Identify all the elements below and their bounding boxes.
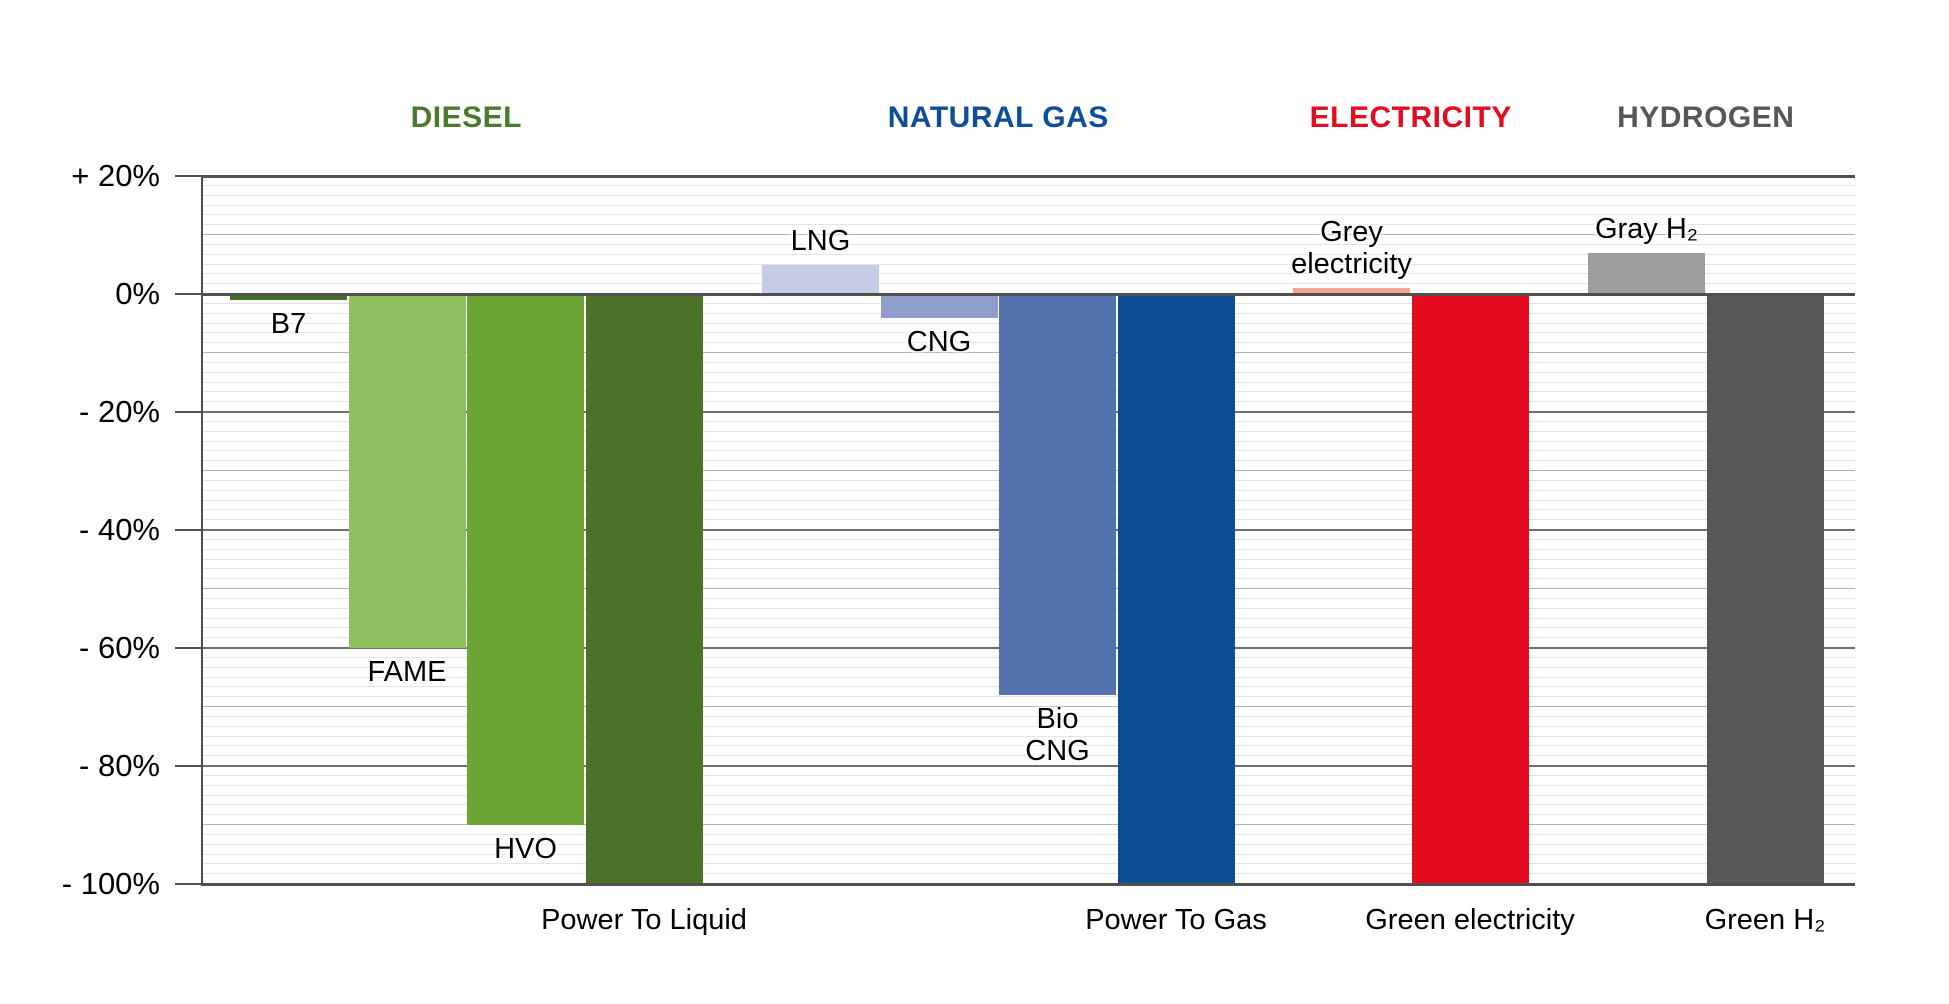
- gridline: [202, 735, 1855, 737]
- gridline: [202, 725, 1855, 727]
- gridline-major: [202, 293, 1855, 296]
- bar-label-hvo: HVO: [494, 833, 557, 865]
- y-tick-label: - 40%: [79, 512, 160, 547]
- y-tick-label: - 60%: [79, 630, 160, 665]
- gridline: [202, 283, 1855, 285]
- bar-label-bio-cng: Bio CNG: [1025, 703, 1090, 768]
- gridline: [202, 853, 1855, 855]
- bar-label-power-to-gas: Power To Gas: [1085, 904, 1267, 936]
- y-axis-tick: [175, 647, 202, 649]
- gridline: [202, 243, 1855, 245]
- bar-power-to-gas: [1117, 294, 1235, 884]
- gridline-major: [202, 175, 1855, 178]
- bar-green-electricity: [1411, 294, 1529, 884]
- gridline: [202, 814, 1855, 816]
- y-tick-label: - 80%: [79, 748, 160, 783]
- gridline: [202, 873, 1855, 875]
- bar-cng: [880, 294, 998, 318]
- gridline: [202, 204, 1855, 206]
- group-header-hydrogen: HYDROGEN: [1617, 101, 1795, 134]
- bar-gray-h: [1588, 252, 1705, 294]
- gridline: [202, 194, 1855, 196]
- bar-label-green-electricity: Green electricity: [1365, 904, 1575, 936]
- gridline-mid: [202, 706, 1855, 707]
- gridline: [202, 696, 1855, 698]
- y-axis-line: [201, 175, 203, 886]
- gridline-major: [202, 765, 1855, 767]
- y-axis-tick: [175, 765, 202, 767]
- y-tick-label: 0%: [115, 276, 160, 311]
- gridline: [202, 253, 1855, 255]
- bar-label-power-to-liquid: Power To Liquid: [541, 904, 747, 936]
- gridline-mid: [202, 824, 1855, 825]
- gridline: [202, 224, 1855, 226]
- y-tick-label: - 20%: [79, 394, 160, 429]
- gridline: [202, 184, 1855, 186]
- gridline: [202, 794, 1855, 796]
- bar-label-grey-electricity: Grey electricity: [1291, 216, 1412, 281]
- gridline: [202, 214, 1855, 216]
- y-axis-tick: [175, 883, 202, 885]
- bar-hvo: [467, 294, 584, 825]
- bar-power-to-liquid: [585, 294, 703, 884]
- gridline-mid: [202, 234, 1855, 235]
- y-axis-tick: [175, 293, 202, 295]
- bar-b7: [230, 294, 347, 300]
- bar-fame: [348, 294, 466, 648]
- y-axis-tick: [175, 529, 202, 531]
- y-tick-label: + 20%: [71, 158, 160, 193]
- group-header-electricity: ELECTRICITY: [1309, 101, 1512, 134]
- gridline: [202, 273, 1855, 275]
- gridline: [202, 784, 1855, 786]
- bar-label-green-h: Green H₂: [1704, 904, 1826, 936]
- bar-label-cng: CNG: [906, 325, 972, 358]
- group-header-diesel: DIESEL: [410, 101, 522, 134]
- bar-label-lng: LNG: [790, 224, 851, 257]
- bar-lng: [762, 264, 879, 294]
- bar-grey-electricity: [1293, 288, 1410, 294]
- bar-green-h: [1706, 294, 1824, 884]
- y-tick-label: - 100%: [61, 866, 160, 901]
- bar-label-fame: FAME: [367, 656, 447, 688]
- gridline: [202, 715, 1855, 717]
- group-header-natural-gas: NATURAL GAS: [887, 101, 1109, 134]
- bar-bio-cng: [999, 294, 1116, 696]
- y-axis-tick: [175, 411, 202, 413]
- gridline: [202, 774, 1855, 776]
- gridline-major: [202, 883, 1855, 886]
- y-axis-tick: [175, 175, 202, 177]
- gridline: [202, 863, 1855, 865]
- bar-label-gray-h: Gray H₂: [1594, 212, 1699, 245]
- gridline: [202, 804, 1855, 806]
- bar-label-b7: B7: [270, 307, 307, 340]
- gridline: [202, 755, 1855, 757]
- gridline: [202, 843, 1855, 845]
- gridline: [202, 745, 1855, 747]
- gridline: [202, 263, 1855, 265]
- gridline: [202, 833, 1855, 835]
